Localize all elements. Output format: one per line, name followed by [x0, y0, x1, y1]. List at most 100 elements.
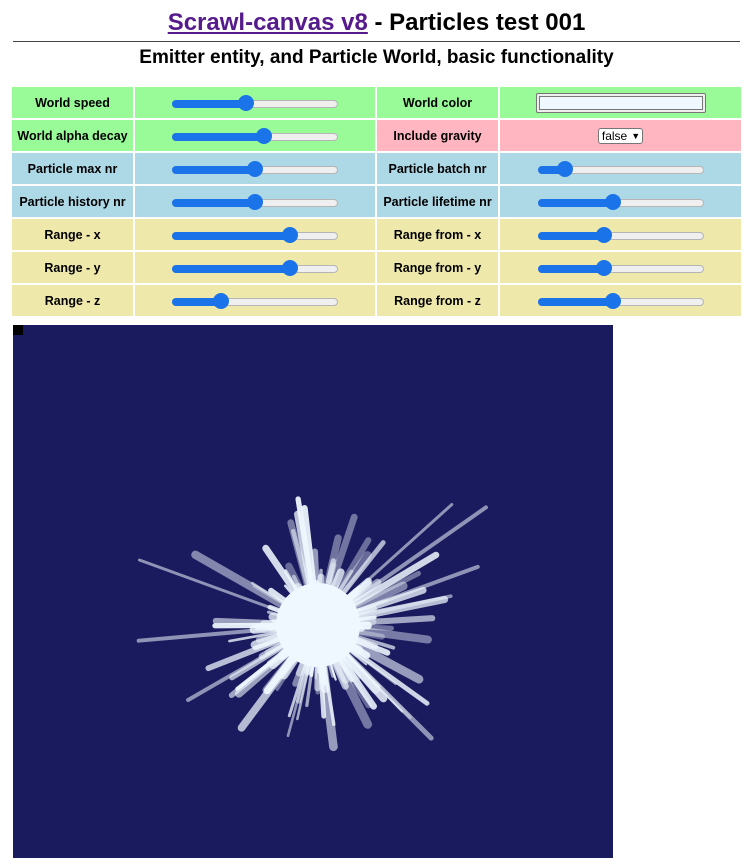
- particle-lifetime-nr-cell: [500, 186, 741, 217]
- particle-streak: [255, 632, 282, 643]
- slider-fill: [172, 231, 290, 240]
- slider-thumb[interactable]: [256, 127, 272, 144]
- slider-fill: [172, 297, 221, 306]
- slider-thumb[interactable]: [605, 193, 621, 210]
- particle-streak: [325, 558, 336, 585]
- slider-fill: [537, 165, 565, 174]
- particle-streak: [186, 643, 286, 702]
- particle-max-nr-cell: [135, 153, 375, 184]
- particle-streak: [317, 657, 327, 719]
- slider-thumb[interactable]: [247, 160, 263, 177]
- chevron-down-icon: ▼: [631, 130, 641, 141]
- slider-thumb[interactable]: [596, 259, 612, 276]
- world-alpha-decay-cell: [135, 120, 375, 151]
- world-color-input[interactable]: [535, 92, 706, 113]
- particle-streak: [341, 635, 424, 684]
- include-gravity-select[interactable]: false ▼: [597, 127, 644, 144]
- page-title-rest: - Particles test 001: [367, 9, 586, 36]
- world-color-swatch: [538, 95, 703, 110]
- particle-streak: [340, 656, 362, 681]
- range-x-cell: [135, 219, 375, 250]
- world-alpha-decay-slider[interactable]: [172, 127, 338, 144]
- range-from-z-label: Range from - z: [377, 285, 498, 316]
- particle-streak: [287, 519, 312, 593]
- slider-thumb[interactable]: [605, 292, 621, 309]
- slider-thumb[interactable]: [238, 94, 254, 111]
- range-from-x-slider[interactable]: [537, 226, 704, 243]
- slider-thumb[interactable]: [212, 292, 229, 309]
- range-from-y-cell: [500, 252, 741, 283]
- particle-streak: [343, 650, 434, 741]
- page-title: Scrawl-canvas v8 - Particles test 001: [0, 8, 753, 38]
- particle-streak: [305, 666, 314, 708]
- slider-thumb[interactable]: [247, 193, 263, 210]
- particle-lifetime-nr-label: Particle lifetime nr: [377, 186, 498, 217]
- slider-fill: [172, 165, 255, 174]
- particle-canvas[interactable]: [13, 325, 613, 858]
- scrawl-canvas-link[interactable]: Scrawl-canvas v8: [167, 9, 368, 36]
- world-speed-label: World speed: [12, 87, 133, 118]
- slider-thumb[interactable]: [281, 259, 298, 276]
- particle-streak: [330, 657, 349, 690]
- particle-core: [276, 583, 360, 667]
- slider-fill: [172, 132, 264, 141]
- particle-batch-nr-slider[interactable]: [537, 160, 704, 177]
- slider-thumb[interactable]: [281, 226, 298, 243]
- particle-max-nr-slider[interactable]: [172, 160, 338, 177]
- range-from-z-cell: [500, 285, 741, 316]
- slider-fill: [172, 99, 246, 108]
- particle-streak: [283, 569, 299, 591]
- particle-batch-nr-cell: [500, 153, 741, 184]
- world-speed-cell: [135, 87, 375, 118]
- include-gravity-cell: false ▼: [500, 120, 741, 151]
- particle-streak: [326, 513, 358, 594]
- particle-burst: [136, 496, 488, 752]
- particle-history-nr-label: Particle history nr: [12, 186, 133, 217]
- slider-thumb[interactable]: [596, 226, 612, 243]
- particle-streak: [353, 594, 453, 619]
- include-gravity-value: false: [601, 128, 628, 143]
- particle-streak: [345, 644, 430, 706]
- slider-fill: [537, 297, 613, 306]
- slider-fill: [537, 264, 604, 273]
- page-subtitle: Emitter entity, and Particle World, basi…: [139, 47, 614, 68]
- range-y-slider[interactable]: [172, 259, 338, 276]
- particle-streak: [346, 503, 454, 600]
- particle-streak: [287, 664, 307, 718]
- particle-history-nr-slider[interactable]: [172, 193, 338, 210]
- canvas-corner-marker: [13, 325, 23, 335]
- range-z-slider[interactable]: [172, 292, 338, 309]
- range-from-y-label: Range from - y: [377, 252, 498, 283]
- particle-streak: [137, 558, 282, 613]
- range-x-slider[interactable]: [172, 226, 338, 243]
- title-divider: [13, 41, 740, 42]
- slider-fill: [537, 198, 613, 207]
- particle-history-nr-cell: [135, 186, 375, 217]
- particle-streak: [348, 505, 488, 605]
- particle-streak: [351, 633, 396, 650]
- range-from-x-cell: [500, 219, 741, 250]
- controls-table: World speed World color World alpha deca…: [12, 87, 741, 316]
- slider-fill: [172, 198, 255, 207]
- range-z-cell: [135, 285, 375, 316]
- slider-fill: [172, 264, 290, 273]
- include-gravity-label: Include gravity: [377, 120, 498, 151]
- particle-streak: [191, 550, 291, 611]
- range-y-cell: [135, 252, 375, 283]
- range-z-label: Range - z: [12, 285, 133, 316]
- range-from-z-slider[interactable]: [537, 292, 704, 309]
- world-color-label: World color: [377, 87, 498, 118]
- range-from-x-label: Range from - x: [377, 219, 498, 250]
- particle-batch-nr-label: Particle batch nr: [377, 153, 498, 184]
- particle-streak: [339, 551, 440, 614]
- particle-streak: [333, 537, 372, 597]
- range-from-y-slider[interactable]: [537, 259, 704, 276]
- particle-streak: [291, 528, 310, 585]
- world-speed-slider[interactable]: [172, 94, 338, 111]
- slider-thumb[interactable]: [557, 160, 573, 177]
- particle-streak: [353, 564, 480, 614]
- range-y-label: Range - y: [12, 252, 133, 283]
- range-x-label: Range - x: [12, 219, 133, 250]
- particle-lifetime-nr-slider[interactable]: [537, 193, 704, 210]
- slider-fill: [537, 231, 604, 240]
